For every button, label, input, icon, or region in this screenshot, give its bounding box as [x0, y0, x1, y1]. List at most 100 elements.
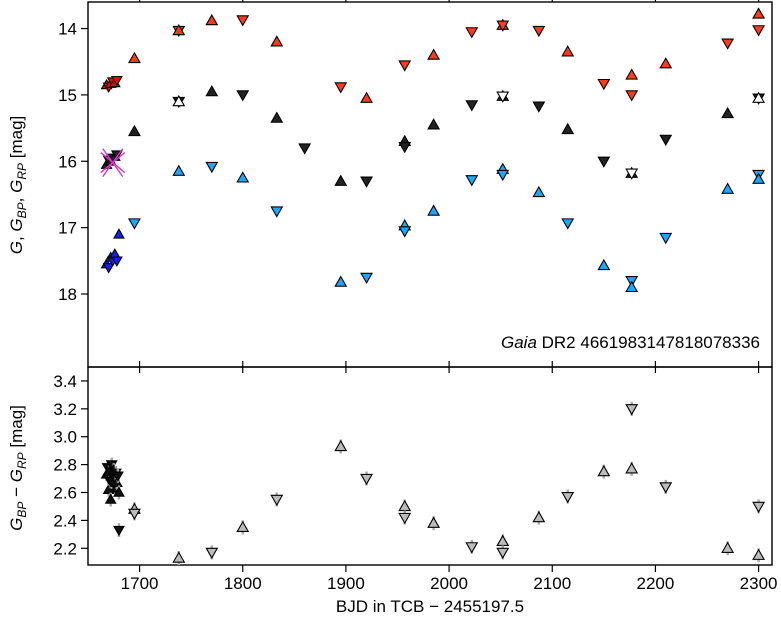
- y-tick-label: 2.4: [53, 511, 77, 530]
- data-point-g-rp: [659, 57, 673, 69]
- color-panel: 2.2 2.4 2.6 2.8 3.0 3.2 3.4 1700 1800 1900 2000 210…: [7, 366, 778, 616]
- x-tick-label: 2100: [533, 574, 571, 593]
- data-point-g-rp: [172, 23, 186, 36]
- data-point-g-bp: [236, 171, 250, 183]
- time-axis-label: BJD in TCB − 2455197.5: [336, 597, 524, 616]
- data-point-color-index: [360, 473, 373, 486]
- data-point-g: [360, 176, 373, 188]
- y-tick-label: 2.2: [53, 539, 77, 558]
- data-point-color-index: [398, 512, 412, 525]
- data-point-g-rp: [532, 25, 546, 38]
- data-point-g-rp: [334, 82, 348, 94]
- data-point-color-index: [236, 520, 250, 533]
- data-point-g-rp: [752, 25, 766, 37]
- data-point-g: [597, 156, 611, 168]
- data-point-g-rp: [496, 20, 510, 32]
- data-point-g-bp: [172, 164, 186, 176]
- annotation-source-id: DR2 4661983147818078336: [537, 333, 760, 352]
- data-point-g: [172, 94, 186, 107]
- data-point-g-rp: [270, 35, 284, 47]
- data-point-g: [298, 143, 312, 155]
- y-tick-label: 17: [58, 219, 77, 238]
- data-point-color-index: [496, 534, 510, 546]
- rejected-outlier-marker: [102, 148, 124, 178]
- data-point-color-index: [561, 492, 575, 504]
- data-point-color-index: [104, 493, 117, 504]
- x-tick-label: 1900: [327, 574, 365, 593]
- data-point-color-index: [111, 471, 124, 482]
- data-point-color-index: [496, 547, 510, 560]
- data-point-g-bp: [625, 280, 639, 293]
- data-point-g: [721, 106, 735, 119]
- data-point-g: [205, 84, 219, 97]
- data-point-g: [236, 90, 250, 102]
- data-point-g-bp: [659, 232, 673, 245]
- data-point-color-index: [465, 542, 479, 554]
- data-point-g: [127, 124, 141, 137]
- data-point-g: [334, 174, 348, 186]
- data-point-g-rp: [465, 27, 479, 39]
- data-point-color-index: [597, 464, 611, 477]
- data-point-g: [532, 101, 546, 113]
- x-tick-label: 2300: [740, 574, 778, 593]
- data-point-color-index: [625, 462, 639, 474]
- data-point-g-bp: [270, 206, 284, 218]
- data-point-g-rp: [110, 76, 123, 87]
- data-point-g: [752, 91, 766, 103]
- data-point-g-rp: [625, 90, 639, 102]
- data-point-g-rp: [360, 91, 373, 103]
- data-point-color-index: [127, 508, 141, 521]
- data-point-g-bp: [334, 275, 348, 287]
- data-point-g-rp: [236, 15, 250, 27]
- magnitude-axis-label: G, GBP, GRP [mag]: [7, 116, 29, 255]
- data-point-g-bp: [102, 263, 115, 274]
- data-point-color-index: [427, 516, 441, 528]
- data-point-g: [625, 168, 639, 180]
- y-tick-label: 3.2: [53, 400, 77, 419]
- data-point-color-index: [113, 525, 125, 537]
- x-tick-label: 1700: [121, 574, 159, 593]
- data-point-g: [561, 122, 575, 135]
- data-point-g-rp: [752, 7, 766, 19]
- x-tick-label: 2200: [637, 574, 675, 593]
- data-point-g: [398, 141, 412, 154]
- y-tick-label: 3.4: [53, 372, 77, 391]
- data-point-color-index: [721, 541, 735, 553]
- data-point-g-bp: [532, 185, 546, 198]
- data-point-g-bp: [205, 161, 219, 174]
- y-tick-label: 2.8: [53, 456, 77, 475]
- data-point-g-bp: [398, 226, 412, 238]
- data-point-g-rp: [561, 45, 575, 57]
- data-point-color-index: [659, 482, 673, 494]
- data-point-color-index: [532, 510, 546, 523]
- data-point-g-bp: [127, 218, 141, 230]
- data-point-color-index: [113, 486, 125, 497]
- data-point-g: [465, 100, 479, 112]
- y-tick-label: 18: [58, 285, 77, 304]
- y-tick-label: 16: [58, 152, 77, 171]
- source-annotation: Gaia DR2 4661983147818078336: [501, 333, 760, 352]
- data-point-g-bp: [752, 172, 766, 184]
- y-tick-label: 3.0: [53, 428, 77, 447]
- annotation-mission-name: Gaia: [501, 333, 537, 352]
- data-point-g-bp: [561, 218, 575, 230]
- data-point-g: [427, 118, 441, 130]
- data-point-g: [659, 134, 673, 146]
- data-point-g: [270, 111, 284, 123]
- data-point-color-index: [334, 439, 348, 452]
- data-point-g-bp: [110, 256, 123, 267]
- data-point-g-bp: [496, 169, 510, 182]
- data-point-color-index: [752, 548, 766, 560]
- color-axis-label: GBP − GRP [mag]: [7, 405, 29, 531]
- data-point-color-index: [172, 551, 186, 563]
- data-point-g-rp: [398, 60, 412, 72]
- x-tick-label: 1800: [224, 574, 262, 593]
- data-point-g-rp: [127, 51, 141, 64]
- data-point-g-bp: [427, 204, 441, 216]
- data-point-color-index: [752, 501, 766, 514]
- y-tick-label: 15: [58, 86, 77, 105]
- data-point-g-rp: [721, 38, 735, 50]
- data-point-g-rp: [205, 13, 219, 26]
